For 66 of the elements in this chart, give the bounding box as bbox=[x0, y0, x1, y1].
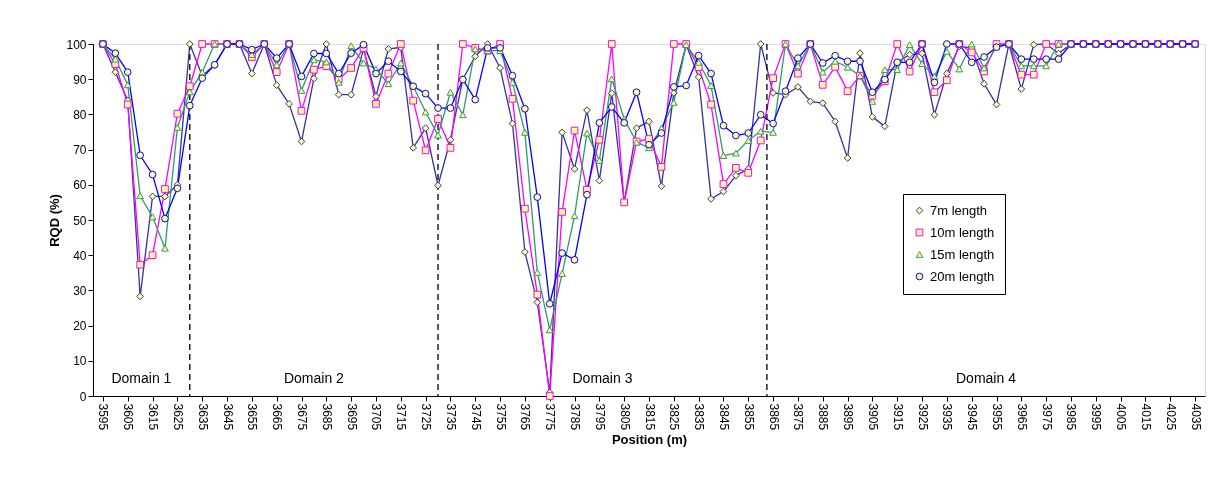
x-tick-label: 3905 bbox=[865, 403, 880, 431]
legend-label: 15m length bbox=[930, 246, 995, 262]
x-tick-label: 3825 bbox=[667, 403, 682, 431]
x-tick-label: 3685 bbox=[319, 403, 334, 431]
x-tick-label: 3885 bbox=[816, 403, 831, 431]
y-tick-label: 100 bbox=[66, 37, 87, 52]
x-tick-label: 3745 bbox=[468, 403, 483, 431]
y-axis-title: RQD (%) bbox=[47, 194, 63, 247]
x-axis-title: Position (m) bbox=[611, 432, 688, 448]
x-tick-label: 3735 bbox=[443, 403, 458, 431]
x-tick-label: 3955 bbox=[990, 403, 1004, 431]
x-tick-label: 3845 bbox=[716, 403, 731, 431]
x-tick-label: 3655 bbox=[245, 403, 260, 431]
x-tick-label: 3755 bbox=[493, 403, 508, 431]
x-tick-label: 3785 bbox=[568, 403, 583, 431]
x-tick-label: 4025 bbox=[1163, 403, 1178, 431]
x-tick-label: 4005 bbox=[1114, 403, 1129, 431]
x-tick-label: 3625 bbox=[170, 403, 185, 431]
x-tick-label: 3815 bbox=[642, 403, 657, 431]
x-tick-label: 3855 bbox=[741, 403, 756, 431]
x-tick-label: 3665 bbox=[270, 403, 285, 431]
x-tick-label: 3965 bbox=[1014, 403, 1029, 431]
x-tick-label: 3695 bbox=[344, 403, 359, 431]
x-tick-label: 3975 bbox=[1039, 403, 1054, 431]
x-tick-label: 3875 bbox=[791, 403, 806, 431]
legend-label: 7m length bbox=[930, 202, 988, 218]
x-tick-label: 3615 bbox=[146, 403, 161, 431]
x-tick-label: 3775 bbox=[543, 403, 558, 431]
y-tick-label: 60 bbox=[73, 178, 87, 193]
x-tick-label: 3915 bbox=[890, 403, 905, 431]
y-tick-label: 10 bbox=[73, 354, 87, 369]
x-tick-label: 4035 bbox=[1188, 403, 1203, 431]
x-tick-label: 3715 bbox=[394, 403, 409, 431]
y-tick-label: 30 bbox=[73, 283, 87, 298]
y-tick-label: 40 bbox=[73, 248, 87, 263]
x-tick-label: 3595 bbox=[96, 403, 111, 431]
x-tick-label: 3995 bbox=[1089, 403, 1104, 431]
y-tick-label: 0 bbox=[79, 389, 87, 404]
legend-label: 20m length bbox=[930, 268, 995, 284]
y-tick-label: 20 bbox=[73, 319, 87, 334]
annotation: Domain 2 bbox=[283, 370, 345, 386]
y-tick-label: 50 bbox=[73, 213, 87, 228]
x-tick-label: 3725 bbox=[419, 403, 434, 431]
legend-label: 10m length bbox=[930, 224, 995, 240]
x-tick-label: 3675 bbox=[295, 403, 309, 431]
x-tick-label: 3895 bbox=[841, 403, 856, 431]
x-tick-label: 3805 bbox=[617, 403, 632, 431]
x-tick-label: 3705 bbox=[369, 403, 384, 431]
annotation: Domain 1 bbox=[111, 370, 172, 386]
x-tick-label: 3945 bbox=[965, 403, 980, 431]
annotation: Domain 3 bbox=[572, 370, 633, 386]
y-tick-label: 80 bbox=[73, 107, 87, 122]
x-tick-label: 4015 bbox=[1138, 403, 1153, 431]
x-tick-label: 3645 bbox=[220, 403, 235, 431]
x-tick-label: 3765 bbox=[518, 403, 533, 431]
x-tick-label: 3865 bbox=[766, 403, 781, 431]
x-tick-label: 3925 bbox=[915, 403, 930, 431]
y-tick-label: 90 bbox=[73, 72, 87, 87]
y-tick-label: 70 bbox=[73, 143, 87, 158]
x-tick-label: 3795 bbox=[592, 403, 607, 431]
x-tick-label: 3935 bbox=[940, 403, 955, 431]
x-tick-label: 3605 bbox=[121, 403, 136, 431]
annotation: Domain 4 bbox=[955, 370, 1017, 386]
x-tick-label: 3635 bbox=[195, 403, 210, 431]
x-tick-label: 3985 bbox=[1064, 403, 1079, 431]
x-tick-label: 3835 bbox=[692, 403, 707, 431]
